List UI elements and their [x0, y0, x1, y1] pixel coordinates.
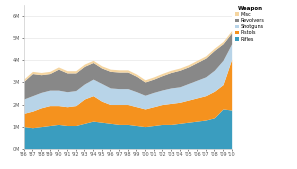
Legend: Misc, Revolvers, Shotguns, Pistols, Rifles: Misc, Revolvers, Shotguns, Pistols, Rifl…	[234, 5, 266, 43]
